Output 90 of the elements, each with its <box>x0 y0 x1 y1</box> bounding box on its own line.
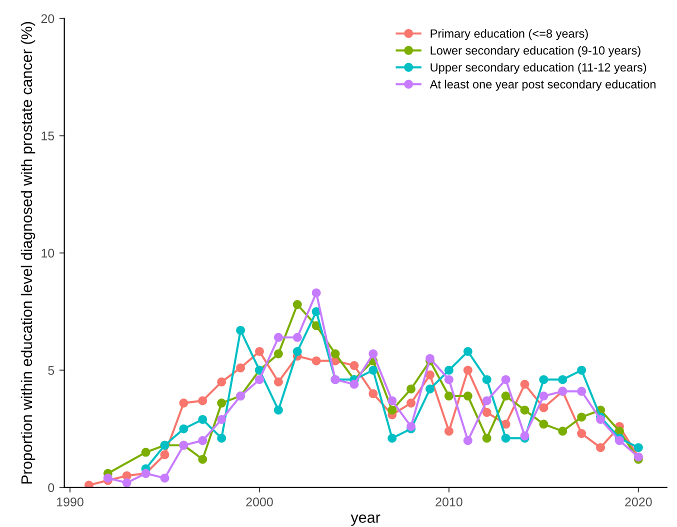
point <box>312 288 321 298</box>
point <box>577 386 586 396</box>
point <box>292 332 302 342</box>
point <box>425 354 435 364</box>
y-axis-title: Proportion within education level diagnosed with prostate cancer (%) <box>20 22 36 484</box>
point <box>274 406 283 415</box>
point <box>577 429 586 438</box>
point <box>463 366 472 375</box>
point <box>444 426 454 436</box>
point <box>463 436 472 446</box>
legend-label: Lower secondary education (9-10 years) <box>430 46 640 57</box>
point <box>501 375 510 384</box>
point <box>198 436 208 446</box>
point <box>482 434 492 443</box>
point <box>482 408 492 417</box>
point <box>122 478 132 488</box>
legend-label: Primary education (<=8 years) <box>430 29 588 40</box>
point <box>425 370 435 380</box>
point <box>254 375 264 384</box>
x-tick-label: 2010 <box>436 498 462 506</box>
point <box>520 380 530 389</box>
point <box>596 443 606 452</box>
point <box>198 454 208 464</box>
point <box>614 436 624 446</box>
point <box>274 377 283 386</box>
y-tick-label: 15 <box>42 132 54 140</box>
x-tick-label: 1990 <box>57 498 84 506</box>
point <box>368 389 378 398</box>
point <box>634 443 643 452</box>
point <box>160 450 170 460</box>
point <box>368 349 378 358</box>
point <box>501 420 510 429</box>
point <box>141 448 150 457</box>
point <box>463 392 472 401</box>
y-tick-label: 10 <box>42 248 54 258</box>
point <box>292 300 302 310</box>
point <box>350 380 359 389</box>
x-tick-label: 2000 <box>246 498 273 506</box>
point <box>539 392 548 401</box>
point <box>198 414 208 424</box>
point <box>539 403 548 412</box>
point <box>425 384 435 394</box>
legend-label: Upper secondary education (11-12 years) <box>430 62 646 74</box>
point <box>217 434 226 443</box>
point <box>388 434 397 443</box>
point <box>274 349 283 358</box>
point <box>179 398 188 408</box>
point <box>482 396 492 406</box>
y-tick-label: 20 <box>41 14 54 24</box>
y-tick-label: 5 <box>48 366 54 375</box>
point <box>84 480 94 488</box>
point <box>406 398 416 408</box>
y-tick-label: 0 <box>48 483 54 492</box>
legend-label: At least one year post secondary education <box>430 80 656 91</box>
point <box>350 361 359 370</box>
point <box>520 431 530 440</box>
point <box>444 366 454 375</box>
point <box>558 375 568 384</box>
point <box>198 396 208 406</box>
point <box>577 366 586 375</box>
point <box>179 424 188 434</box>
point <box>482 375 492 384</box>
x-tick-label: 2020 <box>625 498 652 506</box>
point <box>520 406 530 415</box>
point <box>388 396 397 406</box>
point <box>292 346 302 356</box>
point <box>444 392 454 401</box>
point <box>463 346 472 356</box>
point <box>406 422 416 432</box>
point <box>312 356 321 366</box>
point <box>254 346 264 356</box>
point <box>501 392 510 401</box>
point <box>274 332 283 342</box>
point <box>236 363 246 372</box>
point <box>330 349 340 358</box>
point <box>217 377 226 386</box>
point <box>444 375 454 384</box>
point <box>217 398 226 408</box>
point <box>558 426 568 436</box>
point <box>539 375 548 384</box>
point <box>160 474 170 483</box>
x-axis-title: year <box>350 514 380 526</box>
point <box>406 384 416 394</box>
point <box>501 434 510 443</box>
point <box>217 414 226 424</box>
point <box>388 406 397 415</box>
point <box>577 412 586 422</box>
point <box>368 366 378 375</box>
point <box>236 326 246 335</box>
point <box>539 420 548 429</box>
